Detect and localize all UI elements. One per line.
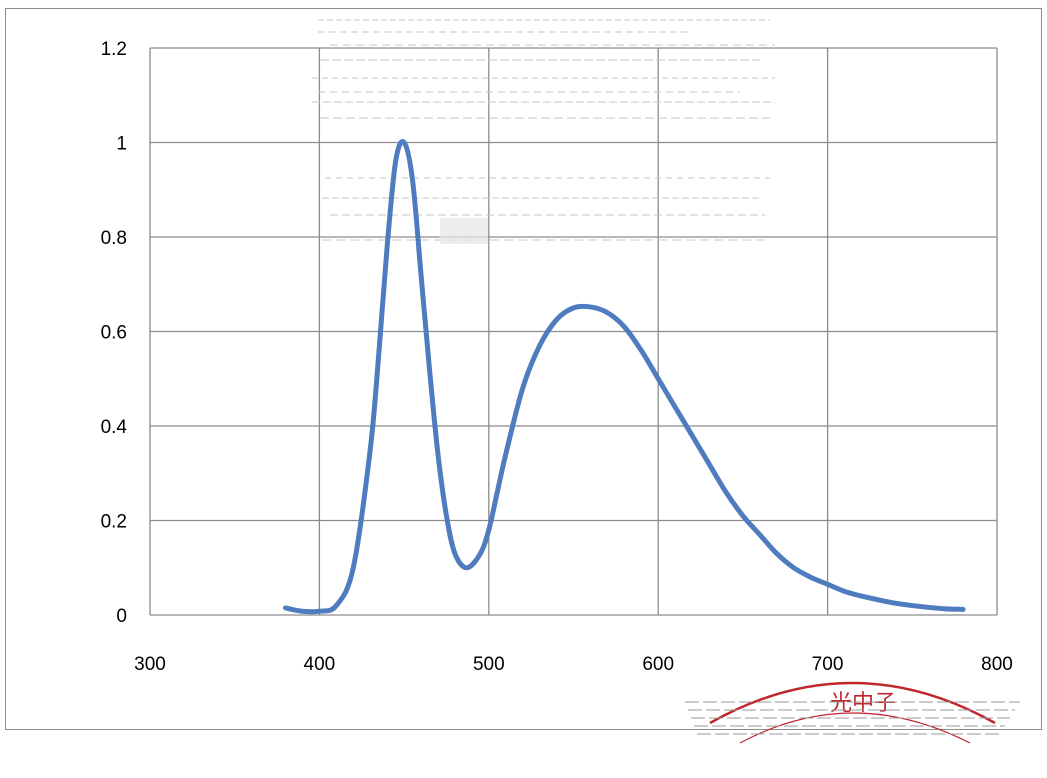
y-tick-label-0.6: 0.6 bbox=[101, 323, 127, 344]
y-tick-label-0.2: 0.2 bbox=[101, 512, 127, 533]
series-layer bbox=[283, 139, 966, 615]
y-tick-label-0.8: 0.8 bbox=[101, 228, 127, 249]
series-line-0 bbox=[283, 139, 966, 615]
x-axis-tick-labels: 300 400 500 600 700 800 bbox=[134, 654, 1013, 675]
scan-artifact bbox=[312, 19, 775, 244]
seal-stamp: 光中子 bbox=[680, 668, 1025, 778]
y-axis-tick-labels: 0 0.2 0.4 0.6 0.8 1 1.2 bbox=[101, 39, 128, 627]
y-tick-label-1.2: 1.2 bbox=[101, 39, 127, 60]
x-tick-label-300: 300 bbox=[134, 654, 166, 675]
chart-frame bbox=[5, 8, 1042, 730]
spectrum-chart: 300 400 500 600 700 800 0 0.2 0.4 0.6 0.8 1 1.2 bbox=[101, 19, 1013, 675]
grid-lines bbox=[149, 47, 998, 616]
x-tick-label-700: 700 bbox=[812, 654, 844, 675]
artifact-block bbox=[440, 218, 488, 244]
x-tick-label-500: 500 bbox=[473, 654, 505, 675]
y-tick-label-0: 0 bbox=[116, 606, 127, 627]
y-tick-label-0.4: 0.4 bbox=[101, 417, 128, 438]
x-tick-label-800: 800 bbox=[981, 654, 1013, 675]
x-tick-label-400: 400 bbox=[304, 654, 336, 675]
x-tick-label-600: 600 bbox=[642, 654, 674, 675]
y-tick-label-1: 1 bbox=[116, 134, 127, 155]
